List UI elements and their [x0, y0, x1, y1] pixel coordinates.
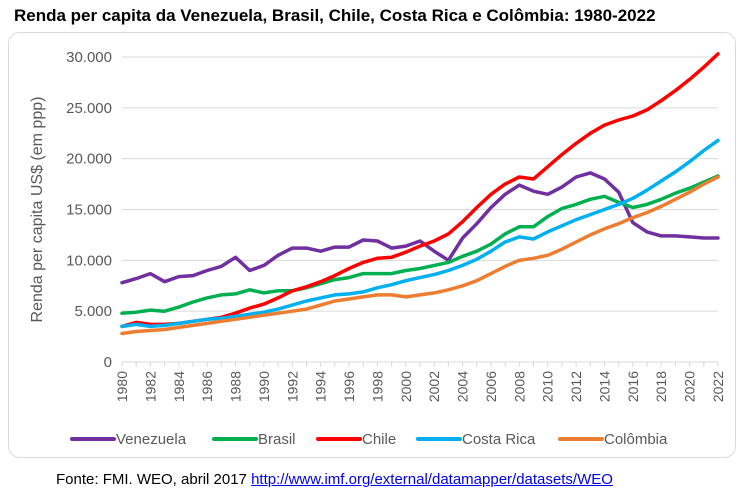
x-tick-label: 1986 — [199, 371, 215, 402]
legend-label: Chile — [362, 431, 396, 448]
series-line-brasil — [120, 174, 720, 315]
series-line-venezuela — [120, 171, 720, 285]
x-tick-label: 1982 — [142, 371, 158, 402]
y-tick-label: 5.000 — [74, 303, 112, 320]
x-tick-label: 2022 — [710, 371, 726, 402]
x-tick-label: 2008 — [511, 371, 527, 402]
series-line-chile — [120, 52, 720, 329]
x-tick-label: 1992 — [284, 371, 300, 402]
legend-label: Venezuela — [116, 431, 187, 448]
chart-title: Renda per capita da Venezuela, Brasil, C… — [14, 6, 656, 25]
chart-area — [8, 32, 736, 458]
x-tick-label: 2006 — [483, 371, 499, 402]
x-tick-label: 2018 — [653, 371, 669, 402]
x-tick-label: 1996 — [341, 371, 357, 402]
y-tick-label: 30.000 — [66, 49, 112, 66]
x-tick-label: 2004 — [455, 371, 471, 402]
x-tick-label: 2010 — [540, 371, 556, 402]
x-tick-label: 2014 — [596, 371, 612, 402]
x-tick-label: 2012 — [568, 371, 584, 402]
x-tick-label: 2000 — [398, 371, 414, 402]
y-tick-label: 25.000 — [66, 100, 112, 117]
x-tick-label: 1980 — [114, 371, 130, 402]
y-tick-label: 10.000 — [66, 252, 112, 269]
source-text: Fonte: FMI. WEO, abril 2017 — [56, 471, 252, 488]
x-tick-label: 1984 — [171, 371, 187, 402]
y-tick-label: 20.000 — [66, 151, 112, 168]
x-tick-label: 1990 — [256, 371, 272, 402]
source-link[interactable]: http://www.imf.org/external/datamapper/d… — [251, 471, 613, 488]
legend-label: Costa Rica — [462, 431, 536, 448]
x-tick-label: 2020 — [682, 371, 698, 402]
legend-label: Colômbia — [604, 431, 668, 448]
x-tick-label: 1988 — [228, 371, 244, 402]
series-line-costa-rica — [120, 138, 720, 329]
y-axis-title: Renda per capita US$ (em ppp) — [29, 97, 46, 323]
y-tick-label: 0 — [104, 354, 112, 371]
x-tick-label: 1998 — [369, 371, 385, 402]
y-tick-label: 15.000 — [66, 202, 112, 219]
source-footer: Fonte: FMI. WEO, abril 2017 http://www.i… — [56, 471, 613, 488]
x-tick-label: 1994 — [313, 371, 329, 402]
x-tick-label: 2002 — [426, 371, 442, 402]
x-tick-label: 2016 — [625, 371, 641, 402]
series-line-colômbia — [120, 175, 720, 336]
legend-label: Brasil — [258, 431, 296, 448]
